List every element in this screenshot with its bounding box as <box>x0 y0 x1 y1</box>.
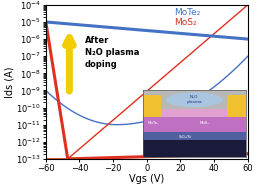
X-axis label: Vgs (V): Vgs (V) <box>129 174 164 184</box>
Text: MoTe₂: MoTe₂ <box>174 8 200 17</box>
Text: After
N₂O plasma
doping: After N₂O plasma doping <box>85 36 139 69</box>
Y-axis label: Ids (A): Ids (A) <box>5 66 15 98</box>
Text: MoS₂: MoS₂ <box>174 18 196 27</box>
